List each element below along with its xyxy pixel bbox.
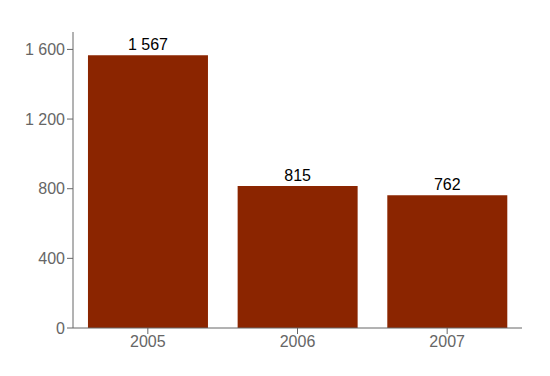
svg-text:2006: 2006 <box>280 333 316 350</box>
svg-text:1 567: 1 567 <box>128 36 168 53</box>
svg-text:762: 762 <box>434 176 461 193</box>
svg-text:2005: 2005 <box>130 333 166 350</box>
svg-text:2007: 2007 <box>429 333 465 350</box>
svg-text:400: 400 <box>38 250 65 267</box>
svg-text:1 200: 1 200 <box>25 111 65 128</box>
svg-text:1 600: 1 600 <box>25 41 65 58</box>
svg-text:815: 815 <box>284 167 311 184</box>
svg-text:800: 800 <box>38 180 65 197</box>
svg-text:0: 0 <box>56 320 65 337</box>
